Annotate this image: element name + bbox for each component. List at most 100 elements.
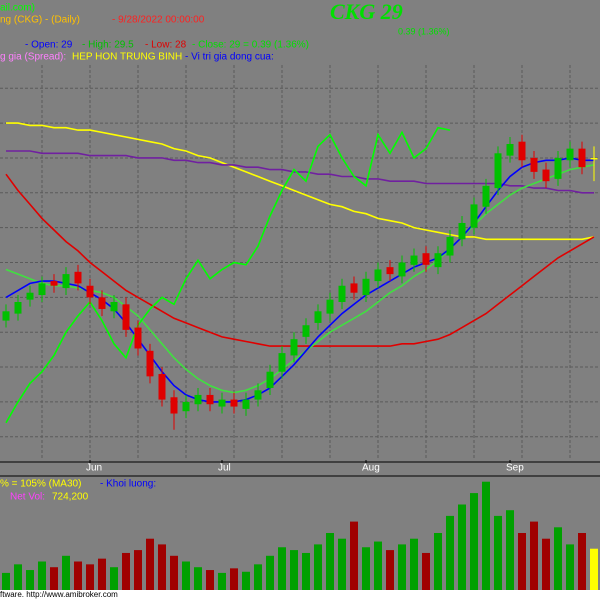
x-tick-label: Jul [218,463,231,474]
indicator-line [5,164,595,394]
volume-bar [206,570,214,590]
volume-bar [86,564,94,590]
volume-bar [578,533,586,590]
volume-bar [410,538,418,590]
volume-bar [458,504,466,590]
candle-body [302,325,310,337]
spread-value: HEP HON TRUNG BINH [72,52,182,63]
net-volume-label: Net Vol: [10,492,45,503]
candle-body [170,397,178,414]
volume-bar [218,572,226,590]
volume-bar [434,533,442,590]
volume-bar [362,547,370,590]
volume-bar [14,564,22,590]
volume-bar [266,555,274,590]
candle-body [518,141,526,161]
volume-bar [314,544,322,590]
candle-body [290,339,298,356]
volume-bar [302,552,310,590]
candle-body [338,285,346,302]
volume-bar [326,533,334,590]
volume-bar [290,550,298,590]
volume-bar [338,538,346,590]
candle-body [446,236,454,256]
candle-body [158,374,166,400]
volume-bar [98,558,106,590]
volume-bar [242,571,250,590]
volume-bar [374,541,382,590]
candle-body [230,399,238,407]
candle-body [542,169,550,182]
volume-bar [146,538,154,590]
volume-bar [518,533,526,590]
candle-body [566,148,574,161]
candle-body [494,153,502,189]
candle-body [266,371,274,388]
candle-body [470,204,478,228]
source: ail.com) [0,3,35,14]
close: - Close: 29 = 0.39 (1.36%) [192,40,309,51]
candle-body [350,283,358,293]
big-symbol: CKG 29 [330,0,403,24]
candle-body [134,327,142,349]
volume-bar [542,538,550,590]
volume-bar [506,510,514,590]
change: 0.39 (1.36%) [398,26,450,36]
volume-bar [134,550,142,590]
volume-bar [446,515,454,590]
candle-body [506,144,514,156]
volume-bar [62,555,70,590]
volume-bar [470,493,478,590]
volume-bar [110,567,118,590]
candle-body [530,157,538,172]
volume-bar [182,561,190,590]
position-label: - Vi tri gia dong cua: [185,52,274,63]
volume-label: - Khoi luong: [100,479,156,490]
symbol-line: ng (CKG) - (Daily) [0,15,80,26]
candle-body [410,255,418,265]
candle-body [182,401,190,412]
candle-body [374,269,382,282]
x-tick-label: Sep [506,463,524,474]
volume-bar [2,572,10,590]
open: - Open: 29 [25,40,73,51]
candle-body [434,253,442,268]
candle-body [422,253,430,265]
candle-body [74,271,82,284]
volume-bar [590,548,598,590]
volume-bar [350,521,358,590]
candle-body [146,350,154,377]
volume-bar [194,567,202,590]
candle-body [482,185,490,207]
candle-body [110,302,118,312]
volume-bar [122,552,130,590]
candle-body [326,299,334,314]
candle-body [578,148,586,168]
volume-bar [230,568,238,590]
footer: ftware. http://www.amibroker.com [0,590,118,599]
volume-bar [278,547,286,590]
candles [2,134,598,430]
volume-bar [158,544,166,590]
candle-body [26,292,34,300]
candle-body [98,297,106,309]
low: - Low: 28 [145,40,187,51]
candle-body [38,283,46,296]
candle-body [254,390,262,400]
footer-bar [0,590,600,600]
volume-bar [74,561,82,590]
candle-body [122,304,130,330]
candle-body [398,262,406,277]
candle-body [14,302,22,314]
volume-ratio: % = 105% (MA30) [0,479,81,490]
indicator-line [6,122,595,241]
indicator-line [5,173,595,347]
x-tick-label: Jun [86,463,102,474]
candle-body [218,399,226,407]
candle-body [50,281,58,286]
candle-body [206,394,214,405]
volume-bar [50,567,58,590]
volume-bar [386,550,394,590]
candle-body [554,157,562,179]
volume-bar [554,527,562,590]
